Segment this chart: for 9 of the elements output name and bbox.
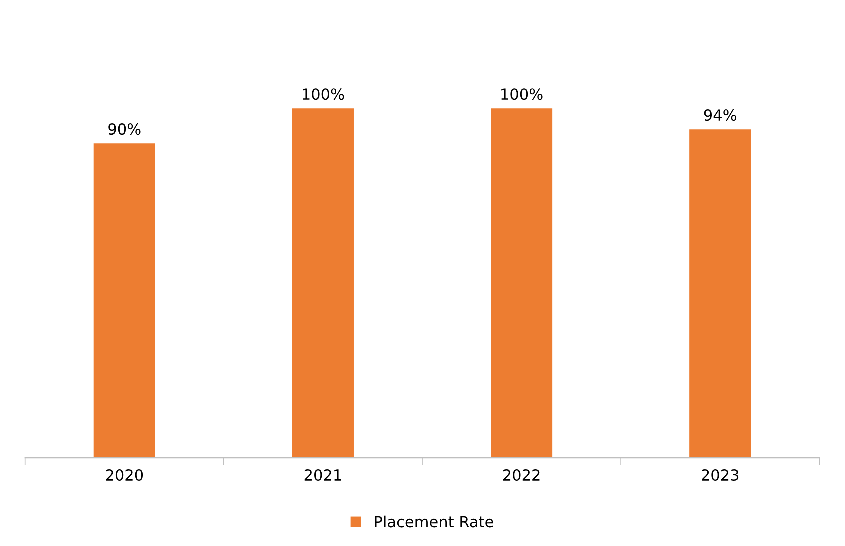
data-label: 100% — [502, 88, 543, 100]
x-tick-label: 2022 — [503, 469, 540, 482]
data-label: 100% — [303, 88, 344, 100]
x-tick-label: 2021 — [304, 469, 342, 482]
data-label: 90% — [108, 124, 141, 136]
legend-label: Placement Rate — [375, 516, 494, 528]
data-label: 94% — [704, 110, 736, 122]
x-tick-label: 2020 — [106, 469, 144, 482]
x-tick-label: 2023 — [702, 469, 739, 482]
